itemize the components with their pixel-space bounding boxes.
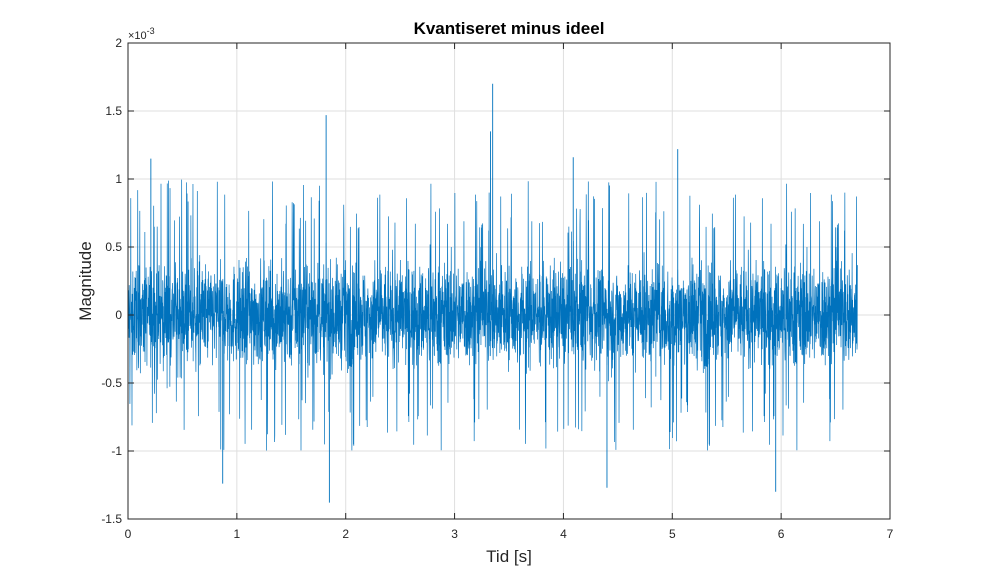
- chart-title: Kvantiseret minus ideel: [414, 19, 605, 38]
- x-tick-label: 5: [669, 527, 676, 541]
- x-tick-label: 6: [778, 527, 785, 541]
- x-tick-label: 2: [342, 527, 349, 541]
- y-tick-labels: -1.5 -1 -0.5 0 0.5 1 1.5 2: [101, 36, 122, 526]
- y-tick-label: -1: [111, 444, 122, 458]
- y-tick-label: 1: [115, 172, 122, 186]
- y-exponent-label: ×10-3: [128, 26, 155, 42]
- x-tick-label: 3: [451, 527, 458, 541]
- y-axis-label: Magnitude: [76, 241, 95, 320]
- x-tick-label: 1: [234, 527, 241, 541]
- signal-line: [128, 179, 858, 451]
- y-tick-label: 0: [115, 308, 122, 322]
- y-tick-label: -1.5: [101, 512, 122, 526]
- y-tick-label: 2: [115, 36, 122, 50]
- x-tick-labels: 0 1 2 3 4 5 6 7: [125, 527, 894, 541]
- signal-series: [128, 83, 858, 503]
- y-tick-label: 0.5: [105, 240, 122, 254]
- y-tick-label: 1.5: [105, 104, 122, 118]
- y-tick-label: -0.5: [101, 376, 122, 390]
- axis-ticks: [127, 42, 891, 520]
- x-axis-label: Tid [s]: [486, 547, 532, 566]
- x-tick-label: 7: [887, 527, 894, 541]
- plot-area-border: [127, 42, 891, 520]
- x-tick-label: 4: [560, 527, 567, 541]
- x-tick-label: 0: [125, 527, 132, 541]
